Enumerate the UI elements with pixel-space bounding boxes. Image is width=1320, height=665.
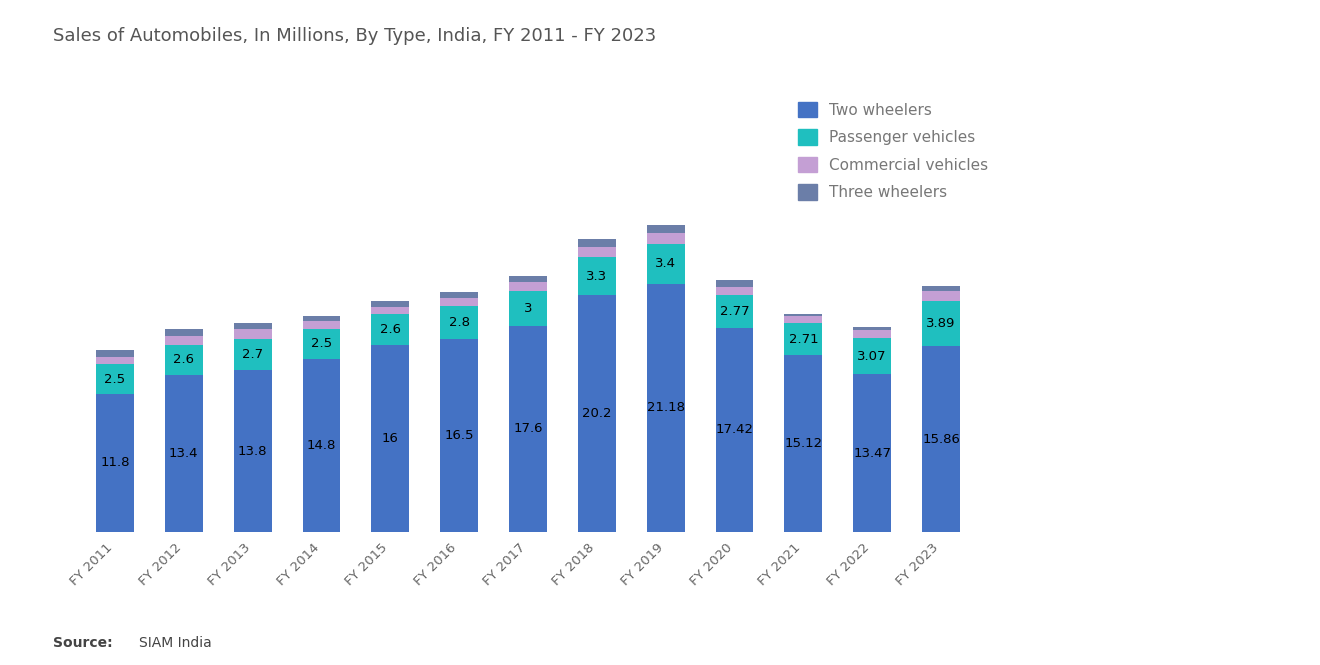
Bar [234, 370, 272, 532]
Bar [510, 283, 546, 291]
Text: 13.47: 13.47 [853, 447, 891, 460]
Bar [647, 233, 685, 244]
Bar [715, 295, 754, 328]
Bar [302, 315, 341, 321]
Text: 15.12: 15.12 [784, 437, 822, 450]
Bar [96, 394, 133, 532]
Bar [165, 329, 203, 336]
Bar [165, 336, 203, 344]
Text: 2.7: 2.7 [242, 348, 263, 361]
Bar [715, 279, 754, 287]
Bar [784, 317, 822, 323]
Text: 2.6: 2.6 [380, 323, 401, 336]
Bar [234, 323, 272, 329]
Bar [371, 307, 409, 314]
Bar [510, 326, 546, 532]
Text: 3.89: 3.89 [927, 317, 956, 330]
Legend: Two wheelers, Passenger vehicles, Commercial vehicles, Three wheelers: Two wheelers, Passenger vehicles, Commer… [791, 94, 995, 207]
Text: 3.07: 3.07 [858, 350, 887, 362]
Text: 3.4: 3.4 [655, 257, 676, 271]
Text: 2.77: 2.77 [719, 305, 750, 319]
Bar [647, 284, 685, 532]
Bar [371, 344, 409, 532]
Bar [647, 244, 685, 284]
Bar [510, 277, 546, 283]
Bar [853, 338, 891, 374]
Bar [784, 355, 822, 532]
Text: 2.8: 2.8 [449, 316, 470, 329]
Bar [578, 247, 615, 257]
Bar [234, 338, 272, 370]
Bar [371, 301, 409, 307]
Text: SIAM India: SIAM India [139, 636, 211, 650]
Bar [923, 291, 960, 301]
Text: Source:: Source: [53, 636, 112, 650]
Bar [715, 287, 754, 295]
Bar [371, 314, 409, 344]
Bar [923, 301, 960, 346]
Text: Sales of Automobiles, In Millions, By Type, India, FY 2011 - FY 2023: Sales of Automobiles, In Millions, By Ty… [53, 27, 656, 45]
Bar [578, 295, 615, 532]
Bar [234, 329, 272, 338]
Text: 17.42: 17.42 [715, 424, 754, 436]
Bar [302, 321, 341, 329]
Text: 16: 16 [381, 432, 399, 445]
Bar [784, 314, 822, 317]
Text: 20.2: 20.2 [582, 407, 611, 420]
Bar [441, 298, 478, 306]
Text: 14.8: 14.8 [306, 439, 337, 452]
Bar [302, 329, 341, 358]
Bar [853, 330, 891, 338]
Bar [165, 375, 203, 532]
Text: 2.71: 2.71 [788, 332, 818, 346]
Text: 16.5: 16.5 [445, 429, 474, 442]
Text: 3: 3 [524, 302, 532, 315]
Text: 2.5: 2.5 [104, 372, 125, 386]
Text: 13.8: 13.8 [238, 445, 268, 458]
Bar [96, 364, 133, 394]
Text: 13.4: 13.4 [169, 447, 198, 460]
Bar [441, 306, 478, 338]
Bar [715, 328, 754, 532]
Bar [96, 356, 133, 364]
Text: 11.8: 11.8 [100, 456, 129, 469]
Bar [441, 338, 478, 532]
Text: 2.5: 2.5 [312, 337, 333, 350]
Text: 15.86: 15.86 [923, 433, 960, 446]
Bar [784, 323, 822, 355]
Text: 17.6: 17.6 [513, 422, 543, 436]
Bar [578, 257, 615, 295]
Bar [647, 225, 685, 233]
Text: 2.6: 2.6 [173, 353, 194, 366]
Bar [165, 344, 203, 375]
Text: 21.18: 21.18 [647, 402, 685, 414]
Bar [302, 358, 341, 532]
Bar [578, 239, 615, 247]
Bar [923, 286, 960, 291]
Bar [510, 291, 546, 326]
Bar [923, 346, 960, 532]
Bar [853, 327, 891, 330]
Bar [96, 350, 133, 356]
Bar [441, 292, 478, 298]
Text: 3.3: 3.3 [586, 269, 607, 283]
Bar [853, 374, 891, 532]
